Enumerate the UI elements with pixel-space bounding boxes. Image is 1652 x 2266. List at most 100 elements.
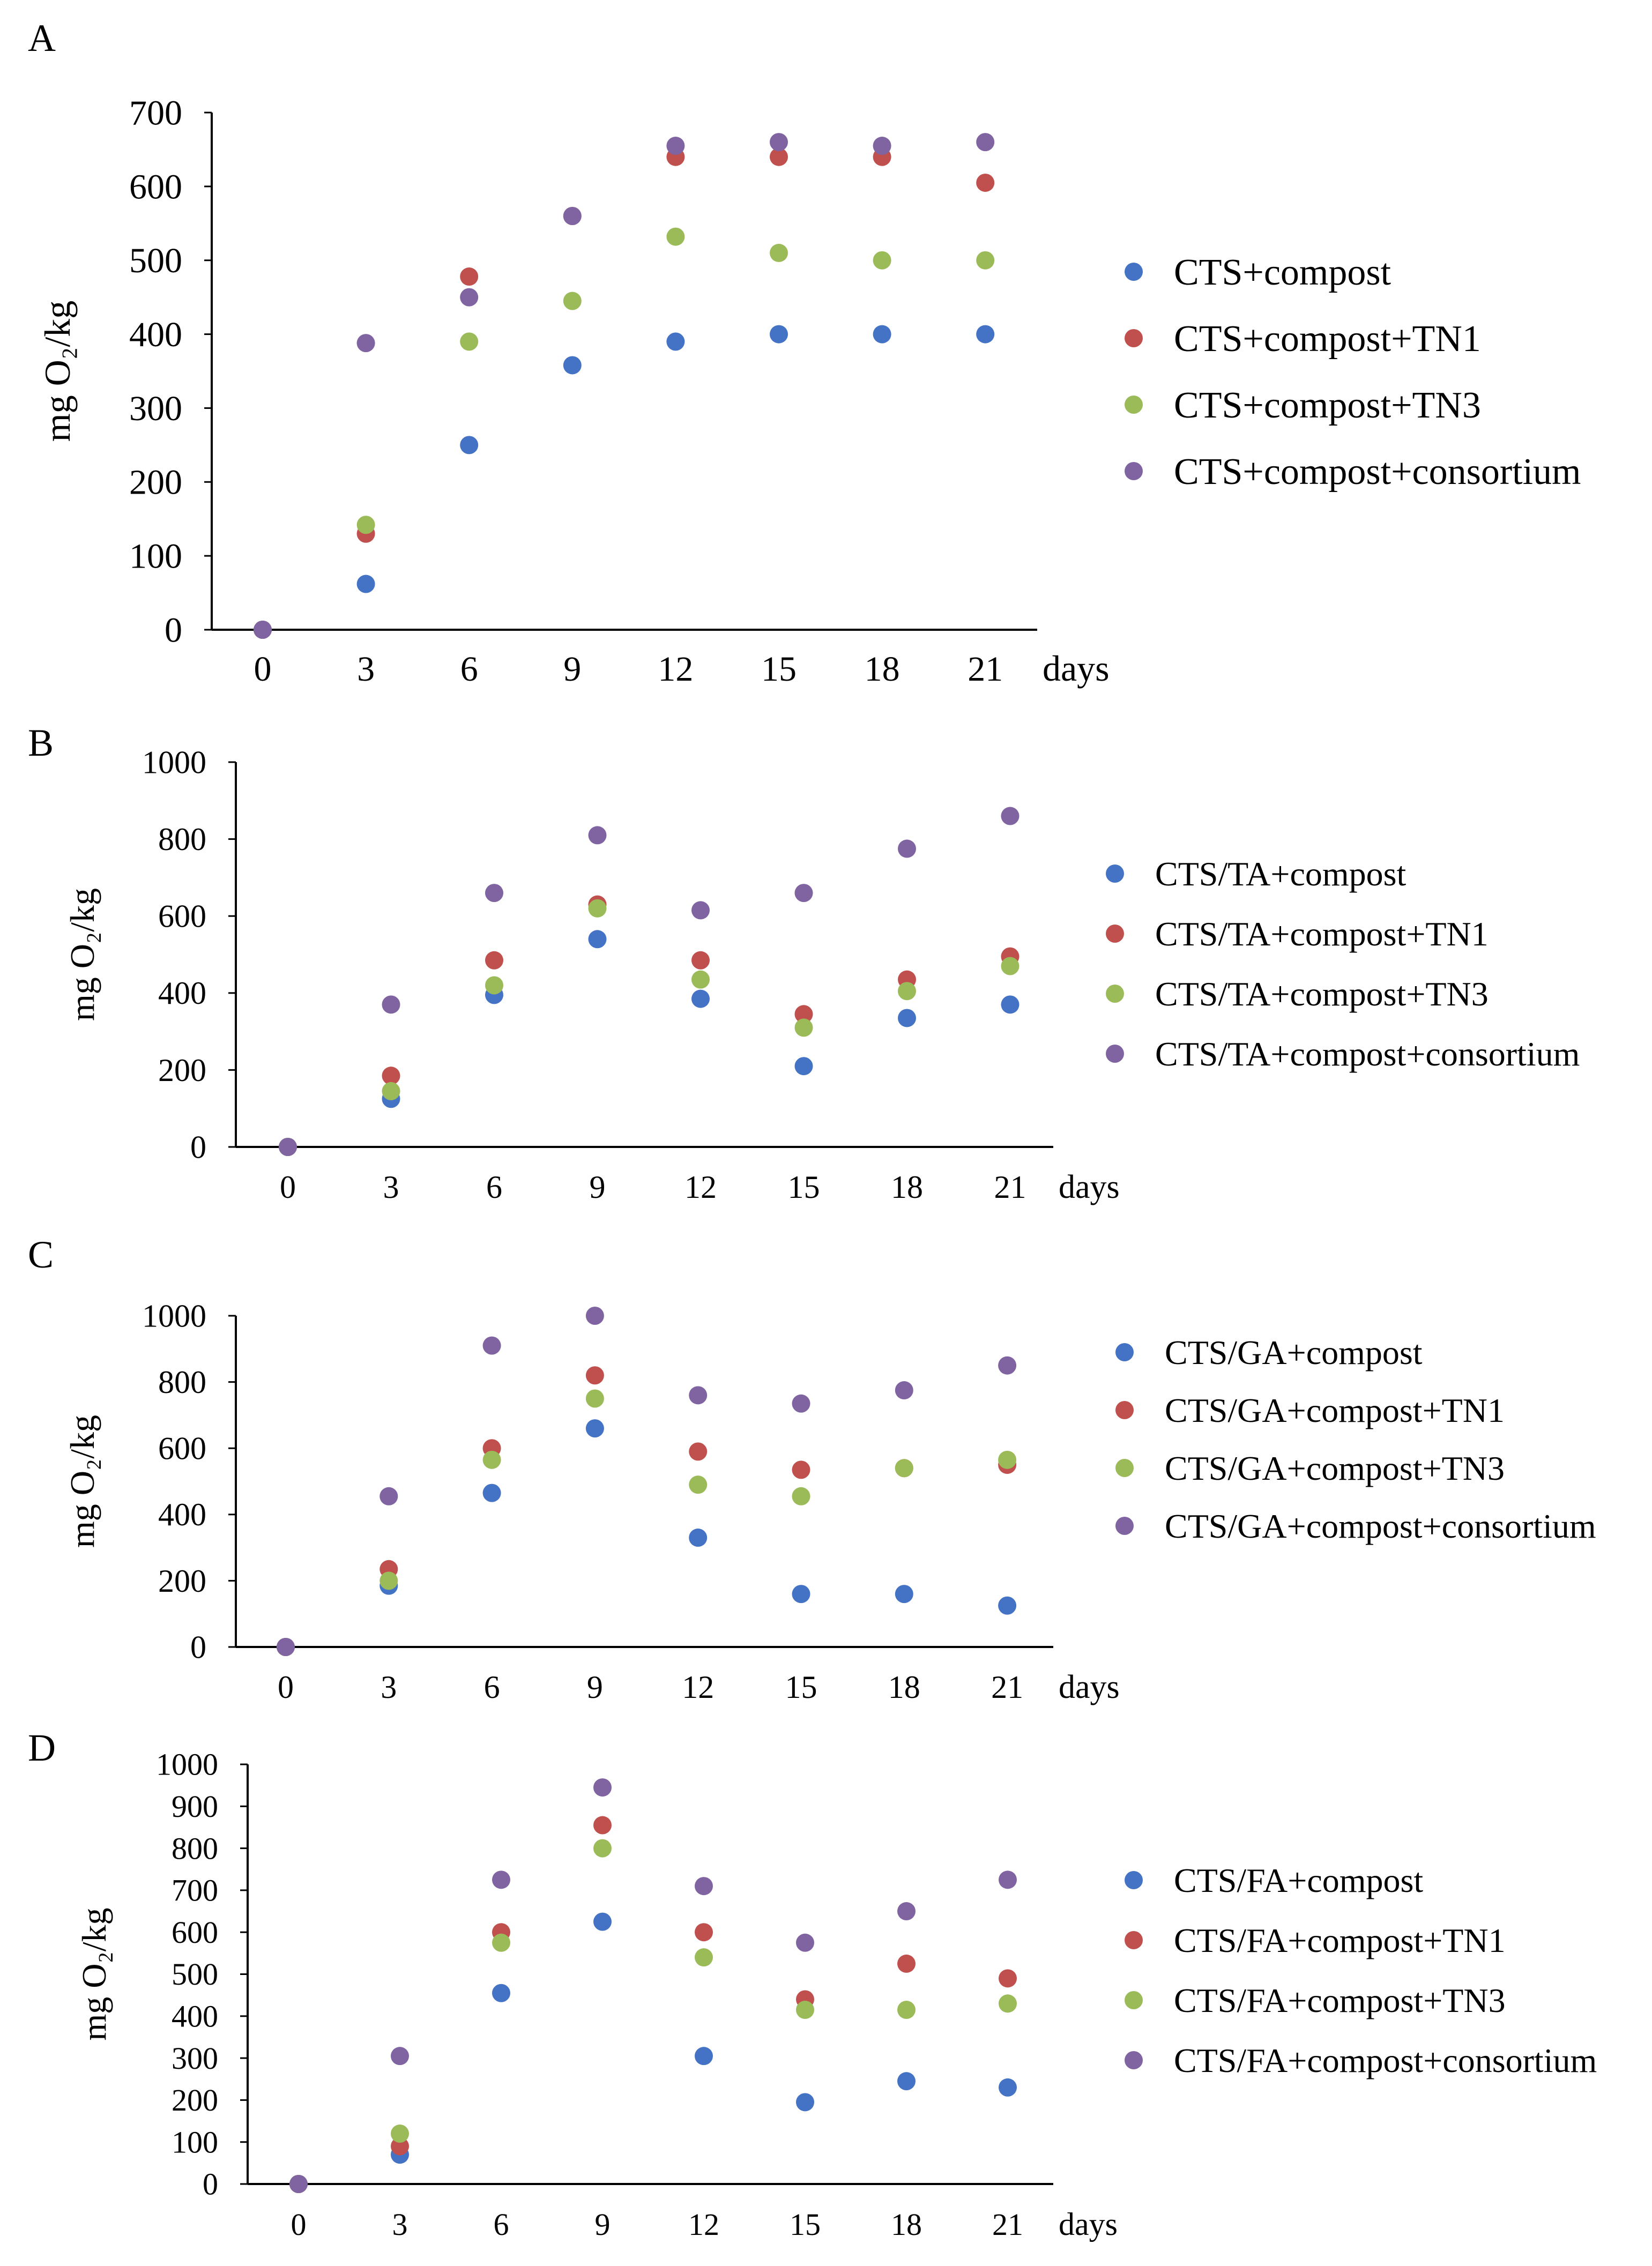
legend-entry: CTS/GA+compost xyxy=(1165,1333,1423,1371)
data-point xyxy=(976,173,995,192)
data-point xyxy=(254,621,272,639)
series-4 xyxy=(279,807,1020,1156)
data-point xyxy=(770,133,788,152)
series-2 xyxy=(277,1366,1017,1656)
data-point xyxy=(485,884,503,903)
legend-marker xyxy=(1125,263,1143,281)
y-tick-label: 300 xyxy=(172,2041,218,2076)
x-tick-label: 9 xyxy=(595,2207,611,2242)
y-tick-label: 800 xyxy=(158,822,206,857)
y-tick-label: 800 xyxy=(158,1365,206,1400)
data-point xyxy=(976,133,995,152)
data-point xyxy=(998,1450,1017,1469)
data-point xyxy=(895,1381,913,1400)
data-point xyxy=(666,332,685,351)
data-point xyxy=(873,325,891,344)
chart-panel-d: D 0 100 200 300 400 500 600 700 800 900 1000 0 3 6 9 12 1… xyxy=(28,1726,1597,2242)
y-tick-label: 1000 xyxy=(142,1298,206,1333)
data-point xyxy=(588,930,607,949)
data-point xyxy=(460,436,479,454)
y-tick-label: 700 xyxy=(129,93,182,132)
series-3 xyxy=(289,1839,1017,2193)
legend-entry: CTS/TA+compost+consortium xyxy=(1155,1035,1580,1073)
legend: CTS/TA+compost CTS/TA+compost+TN1 CTS/TA+c… xyxy=(1106,855,1580,1073)
data-point xyxy=(695,1948,713,1967)
legend-marker xyxy=(1125,1931,1143,1949)
series-1 xyxy=(254,325,995,639)
legend-marker xyxy=(1115,1459,1134,1477)
data-point xyxy=(999,1870,1017,1889)
data-point xyxy=(895,1585,913,1604)
data-point xyxy=(999,2078,1017,2097)
data-point xyxy=(796,2001,814,2019)
data-point xyxy=(460,267,479,286)
data-point xyxy=(485,976,503,995)
x-tick-label: 9 xyxy=(587,1669,603,1705)
x-tick-label: 3 xyxy=(392,2207,408,2242)
legend-entry: CTS/TA+compost xyxy=(1155,855,1407,893)
y-tick-label: 700 xyxy=(172,1873,218,1908)
data-point xyxy=(792,1487,810,1505)
data-point xyxy=(492,1984,510,2002)
legend-entry: CTS/TA+compost+TN1 xyxy=(1155,915,1489,953)
chart-panel-a: A 0 100 200 300 400 500 600 700 0 3 6 9 12 15 18 21 days m… xyxy=(28,17,1581,689)
data-point xyxy=(976,325,995,344)
data-point xyxy=(585,1366,604,1385)
legend-entry: CTS+compost+TN1 xyxy=(1174,318,1481,360)
data-point xyxy=(382,995,400,1014)
data-point xyxy=(898,839,916,858)
data-point xyxy=(382,1082,400,1100)
data-point xyxy=(794,1005,813,1024)
data-point xyxy=(563,207,582,225)
legend-entry: CTS+compost+consortium xyxy=(1174,451,1581,493)
panel-label: C xyxy=(28,1233,54,1276)
legend-marker xyxy=(1125,1991,1143,2009)
data-point xyxy=(585,1389,604,1408)
data-point xyxy=(689,1386,708,1405)
data-point xyxy=(897,1902,916,1921)
data-point xyxy=(379,1571,398,1590)
data-point xyxy=(998,1356,1017,1375)
data-point xyxy=(897,2001,916,2019)
legend-marker xyxy=(1115,1343,1134,1361)
x-tick-label: 15 xyxy=(785,1669,817,1705)
y-tick-label: 1000 xyxy=(142,744,206,780)
series-1 xyxy=(279,930,1020,1156)
data-point xyxy=(277,1638,295,1656)
data-point xyxy=(898,982,916,1001)
data-point xyxy=(460,332,479,351)
x-tick-label: 9 xyxy=(563,650,581,689)
chart-panel-c: C 0 200 400 600 800 1000 0 3 6 9 12 15 18 21 days mg O₂/… xyxy=(28,1233,1596,1705)
x-tick-label: 12 xyxy=(684,1169,717,1205)
data-point xyxy=(976,251,995,270)
x-tick-label: 18 xyxy=(891,2207,922,2242)
legend-marker xyxy=(1125,462,1143,480)
y-tick-label: 300 xyxy=(129,389,182,428)
data-point xyxy=(1001,995,1020,1014)
x-tick-label: 15 xyxy=(761,650,797,689)
y-tick-label: 500 xyxy=(129,241,182,280)
data-point xyxy=(796,2093,814,2112)
series-3 xyxy=(277,1389,1017,1656)
data-point xyxy=(666,227,685,246)
data-point xyxy=(999,1994,1017,2013)
x-tick-label: 21 xyxy=(994,1169,1026,1205)
x-tick-label: 9 xyxy=(590,1169,606,1205)
data-point xyxy=(898,1009,916,1027)
x-tick-label: 0 xyxy=(280,1169,296,1205)
y-tick-label: 100 xyxy=(172,2125,218,2159)
data-point xyxy=(792,1394,810,1413)
x-tick-label: 0 xyxy=(254,650,272,689)
data-point xyxy=(379,1487,398,1505)
legend-entry: CTS/FA+compost+consortium xyxy=(1174,2041,1597,2079)
legend-marker xyxy=(1125,1871,1143,1889)
data-point xyxy=(691,989,710,1008)
y-tick-label: 1000 xyxy=(156,1747,218,1782)
data-point xyxy=(492,1870,510,1889)
data-point xyxy=(691,970,710,989)
y-tick-label: 600 xyxy=(172,1915,218,1950)
x-axis-label: days xyxy=(1059,2207,1118,2242)
x-tick-label: 21 xyxy=(968,650,1003,689)
